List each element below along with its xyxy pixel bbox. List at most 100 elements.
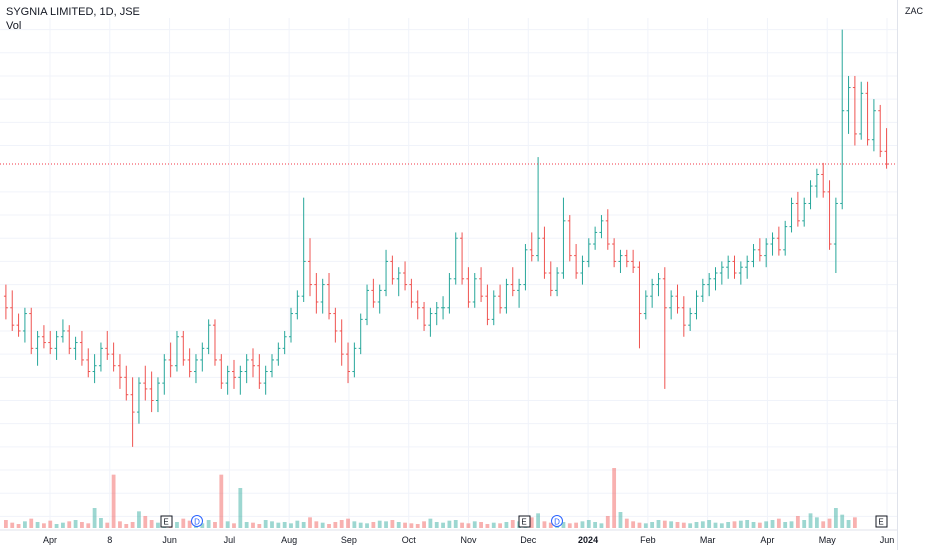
volume-bar	[23, 521, 27, 528]
volume-bar	[409, 523, 414, 528]
volume-bar	[643, 523, 648, 528]
volume-bar	[390, 520, 395, 528]
volume-bar	[137, 511, 141, 528]
volume-bar	[244, 522, 249, 528]
volume-bar	[358, 522, 363, 528]
volume-bar	[580, 521, 585, 528]
volume-bar	[574, 522, 579, 528]
volume-bar	[764, 521, 769, 528]
volume-bar	[73, 520, 78, 528]
volume-bar	[301, 522, 306, 528]
volume-bar	[498, 523, 502, 528]
currency-label: ZAC	[905, 6, 923, 16]
dividend-marker	[191, 515, 203, 527]
volume-bar	[434, 522, 439, 528]
time-tick-label: Mar	[700, 535, 716, 545]
volume-bar	[263, 520, 268, 528]
volume-bar	[333, 522, 338, 528]
volume-bar	[143, 516, 148, 528]
volume-bar	[814, 517, 819, 528]
time-tick-label: Aug	[281, 535, 297, 545]
volume-bar	[612, 468, 617, 528]
volume-bar	[542, 521, 547, 528]
volume-bar	[700, 521, 705, 528]
time-tick-label: Jun	[162, 535, 177, 545]
dividend-marker-label: D	[554, 518, 560, 527]
volume-bar	[732, 521, 737, 528]
volume-bar	[599, 523, 604, 528]
volume-bar	[738, 520, 743, 528]
volume-bar	[111, 474, 116, 528]
volume-bar	[808, 513, 813, 528]
volume-bar	[637, 522, 642, 528]
volume-bar	[460, 522, 464, 528]
time-tick-label: Sep	[341, 535, 357, 545]
volume-bar	[479, 522, 483, 528]
volume-bar	[846, 520, 851, 528]
volume-bar	[282, 522, 287, 528]
volume-bar	[415, 524, 420, 528]
volume-bar	[257, 524, 262, 528]
volume-label: Vol	[6, 20, 22, 32]
volume-bar	[453, 520, 458, 528]
earnings-marker-label: E	[878, 518, 883, 527]
volume-bar	[662, 520, 667, 528]
volume-bar	[320, 522, 325, 528]
volume-bar	[795, 516, 800, 528]
earnings-marker	[160, 515, 173, 528]
volume-bar	[783, 522, 788, 528]
volume-bar	[175, 522, 179, 528]
volume-bar	[751, 522, 756, 528]
volume-bar	[447, 520, 452, 528]
volume-bar	[536, 513, 541, 528]
volume-bar	[757, 522, 762, 528]
chart-title: SYGNIA LIMITED, 1D, JSE	[6, 6, 140, 18]
volume-bar	[396, 522, 401, 528]
time-tick-label: Apr	[760, 535, 774, 545]
volume-bar	[802, 520, 807, 528]
volume-bar	[276, 522, 281, 528]
volume-bar	[213, 522, 217, 528]
volume-bar	[16, 524, 21, 528]
volume-bar	[346, 518, 350, 528]
time-tick-label: Jun	[880, 535, 895, 545]
volume-bar	[688, 523, 693, 528]
volume-bar	[54, 524, 59, 528]
volume-bar	[365, 523, 369, 528]
volume-bar	[295, 520, 300, 528]
volume-bar	[675, 522, 680, 528]
volume-bar	[631, 521, 636, 528]
volume-bar	[586, 520, 591, 528]
volume-bar	[314, 521, 319, 528]
volume-bar	[339, 520, 344, 528]
volume-bar	[472, 521, 477, 528]
volume-bar	[130, 522, 135, 528]
volume-bar	[327, 524, 331, 528]
volume-bar	[770, 520, 775, 528]
volume-bar	[789, 521, 794, 528]
volume-bar	[4, 520, 8, 528]
volume-bar	[605, 516, 610, 528]
volume-bar	[618, 512, 623, 528]
earnings-marker-label: E	[163, 518, 168, 527]
volume-bar	[833, 508, 838, 528]
earnings-marker	[875, 515, 888, 528]
volume-bar	[270, 521, 274, 528]
volume-bar	[149, 520, 154, 528]
volume-bar	[200, 523, 205, 528]
volume-bar	[422, 521, 426, 528]
volume-bar	[561, 522, 566, 528]
dividend-marker-label: D	[194, 518, 200, 527]
volume-bar	[827, 518, 832, 528]
volume-bar	[371, 522, 376, 528]
volume-bar	[650, 522, 655, 528]
volume-bar	[821, 521, 826, 528]
volume-bar	[491, 522, 496, 528]
price-axis[interactable]	[897, 0, 932, 550]
volume-bar	[776, 518, 781, 528]
volume-bar	[251, 522, 255, 528]
volume-bar	[466, 523, 471, 528]
volume-bar	[840, 514, 845, 528]
volume-bar	[719, 523, 724, 528]
